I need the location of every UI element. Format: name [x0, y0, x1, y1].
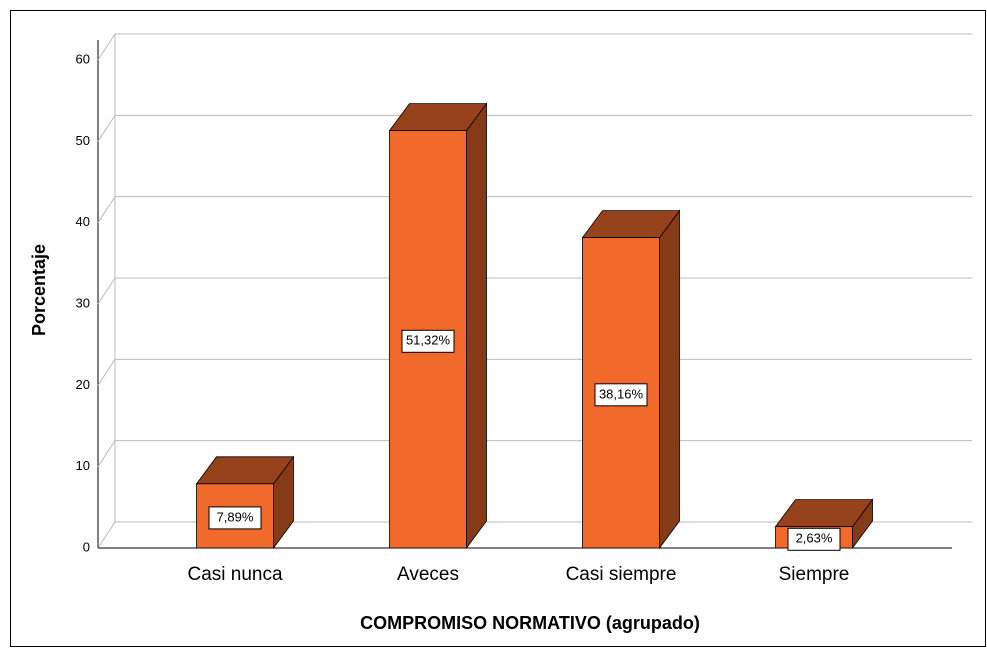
grid-line — [97, 358, 972, 386]
value-label: 51,32% — [406, 333, 451, 348]
y-tick-label: 20 — [76, 377, 90, 392]
grid-line — [97, 440, 972, 467]
value-label-box — [208, 506, 262, 530]
y-tick-label: 30 — [76, 295, 90, 310]
x-tick-label: Siempre — [779, 564, 850, 585]
bar-side — [659, 209, 680, 550]
y-axis-title: Porcentaje — [29, 244, 49, 336]
x-tick-label: Casi siempre — [566, 564, 677, 585]
value-label-box — [787, 527, 841, 551]
value-label-box — [594, 383, 648, 407]
y-tick-label: 50 — [76, 133, 90, 148]
grid-line — [97, 33, 972, 61]
x-tick-label: Casi nunca — [187, 564, 282, 585]
value-label: 38,16% — [599, 386, 644, 401]
grid-line — [97, 521, 972, 549]
grid-line — [97, 196, 972, 223]
y-tick-label: 40 — [76, 214, 90, 229]
y-tick-label: 10 — [76, 458, 90, 473]
y-tick-label: 60 — [76, 51, 90, 66]
grid-line — [97, 114, 972, 142]
value-label: 7,89% — [217, 509, 254, 524]
value-label-box — [401, 329, 455, 353]
frame — [10, 10, 986, 647]
y-tick-label: 0 — [83, 539, 90, 554]
grid-line — [97, 277, 972, 305]
x-tick-label: Aveces — [397, 564, 459, 585]
bar-side — [466, 102, 487, 550]
x-axis-title: COMPROMISO NORMATIVO (agrupado) — [360, 613, 700, 633]
value-label: 2,63% — [796, 531, 833, 546]
